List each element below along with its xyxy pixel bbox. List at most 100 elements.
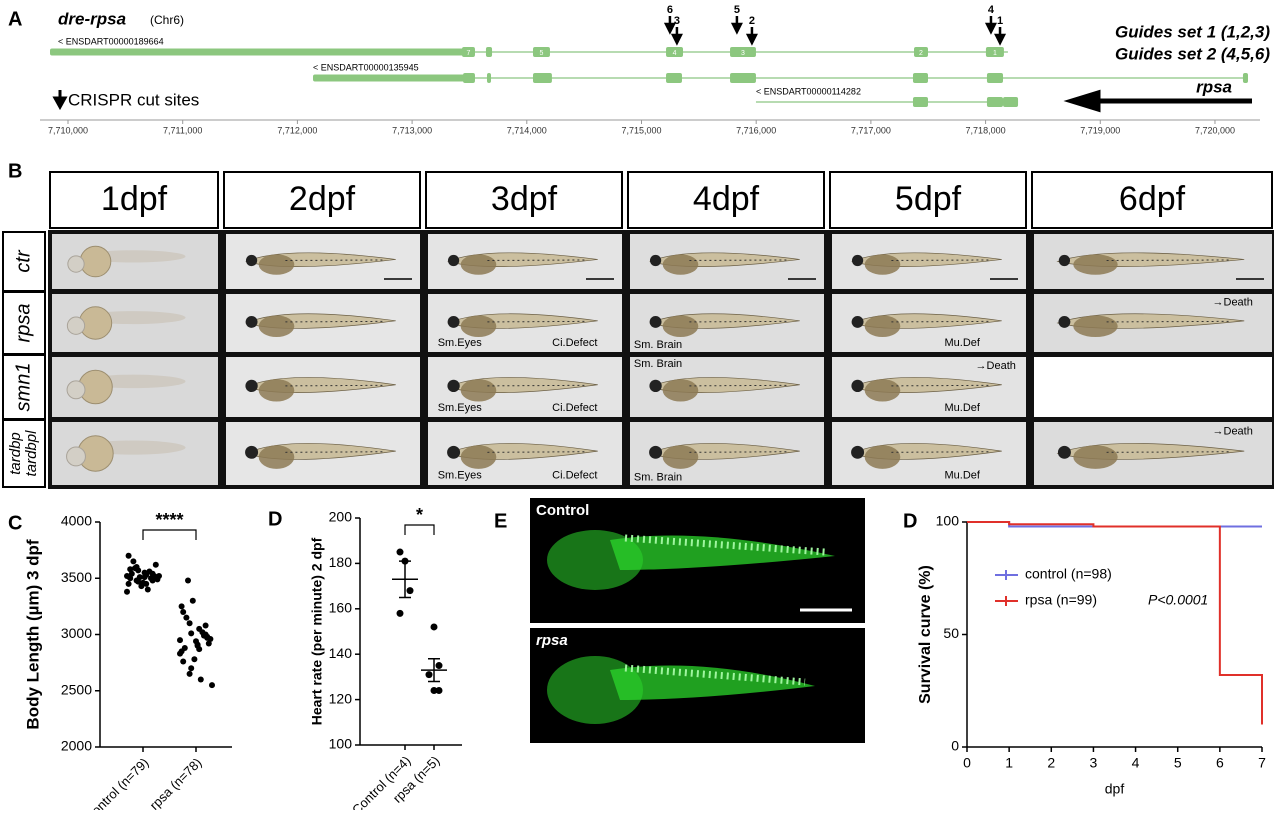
data-point: [196, 646, 203, 653]
image-label: rpsa: [536, 632, 568, 649]
y-tick-label: 180: [329, 554, 353, 570]
error-bar: [428, 657, 440, 683]
phenotype-annotation: Sm. Brain: [634, 339, 682, 351]
chromosome: (Chr6): [150, 13, 184, 27]
data-point: [204, 634, 211, 641]
exon-label: 3: [741, 50, 745, 57]
larva-eye: [851, 445, 865, 459]
data-point: [124, 588, 130, 595]
legend-arrow: [52, 90, 68, 111]
exon: [1242, 73, 1249, 83]
embryo-yolk: [79, 245, 112, 278]
phenotype-annotation: Sm. Brain: [634, 358, 682, 370]
survival-line: [967, 521, 1263, 725]
larva-eye: [245, 315, 258, 328]
phenotype-annotation: →Death: [976, 360, 1016, 372]
cut-site-arrow: [994, 27, 1007, 46]
legend-swatch: [995, 570, 1018, 580]
larva-eye: [447, 445, 461, 459]
x-tick-label: rpsa (n=78): [147, 755, 205, 810]
data-point: [406, 587, 414, 595]
larva-eye: [851, 254, 864, 267]
embryo-head: [66, 380, 86, 400]
significance: ****: [155, 510, 183, 530]
x-tick-label: 3: [1090, 755, 1098, 771]
cut-site-label: 5: [734, 4, 740, 16]
column-header-box: [223, 171, 421, 229]
larva-yolk: [258, 254, 295, 275]
larva-eye: [649, 379, 662, 393]
larva-eye: [245, 445, 259, 459]
panel-label: B: [8, 160, 22, 182]
x-tick-label: 4: [1132, 755, 1140, 771]
larva-eye: [851, 315, 864, 328]
exon: [986, 97, 1004, 107]
y-tick-label: 100: [936, 513, 960, 529]
larva-eye: [1058, 315, 1071, 328]
larva-yolk: [460, 379, 497, 402]
cut-site-label: 2: [749, 15, 755, 27]
exon: [486, 73, 492, 83]
row-header: tardbpl: [23, 430, 40, 477]
data-point: [127, 575, 134, 582]
exon: [485, 47, 493, 57]
legend-swatch: [995, 596, 1018, 606]
y-tick-label: 160: [329, 600, 353, 616]
data-point: [430, 623, 438, 631]
larva-pigment: [689, 384, 788, 387]
column-header: 1dpf: [101, 180, 168, 218]
row-header: smn1: [12, 363, 34, 412]
row-header-box: [2, 291, 46, 355]
data-point: [133, 577, 140, 584]
exon: [730, 47, 756, 57]
guides-label: Guides set 1 (1,2,3): [1115, 22, 1270, 41]
larva-eye: [447, 315, 460, 328]
data-point: [188, 630, 195, 637]
phenotype-annotation: Sm.Eyes: [438, 337, 483, 349]
exon: [912, 97, 929, 107]
data-point: [128, 570, 135, 577]
larva-yolk: [864, 254, 901, 275]
data-point: [177, 650, 183, 657]
larva-pigment: [285, 384, 384, 387]
larva-yolk: [460, 254, 497, 275]
data-point: [144, 586, 151, 593]
significance-bracket: [404, 524, 435, 535]
panel-label: C: [8, 512, 22, 534]
y-tick-label: 3500: [61, 569, 92, 585]
data-point: [186, 670, 193, 677]
larva-yolk: [662, 445, 699, 469]
y-tick-label: 100: [329, 736, 353, 752]
data-point: [125, 580, 132, 587]
larva-yolk: [460, 445, 497, 469]
phenotype-annotation: →Death: [1213, 297, 1253, 309]
legend-label: rpsa (n=99): [1025, 592, 1097, 608]
strand-arrow: [1063, 89, 1252, 113]
y-axis-label: Survival curve (%): [917, 565, 934, 704]
embryo-head: [67, 255, 85, 273]
y-tick-label: 50: [943, 625, 959, 641]
column-header-box: [627, 171, 825, 229]
larva-eye: [1058, 254, 1071, 267]
phenotype-annotation: Mu.Def: [945, 469, 981, 481]
data-point: [127, 566, 134, 573]
cut-site-label: 4: [988, 4, 995, 16]
y-tick-label: 3000: [61, 625, 92, 641]
phenotype-annotation: Sm. Brain: [634, 471, 682, 483]
data-point: [396, 548, 404, 556]
larva-yolk: [662, 315, 699, 338]
data-point: [202, 622, 209, 629]
row-header: rpsa: [12, 304, 34, 343]
exon: [985, 47, 1004, 57]
larva-yolk: [864, 379, 901, 402]
data-point: [151, 573, 158, 579]
x-axis-label: dpf: [1105, 781, 1125, 797]
data-point: [177, 637, 183, 644]
column-header: 2dpf: [289, 180, 356, 218]
larva-yolk: [864, 445, 901, 469]
larva-pigment: [1106, 320, 1229, 323]
larva-eye: [649, 445, 663, 459]
phenotype-annotation: Sm.Eyes: [438, 469, 483, 481]
cut-site-arrow: [730, 16, 743, 35]
